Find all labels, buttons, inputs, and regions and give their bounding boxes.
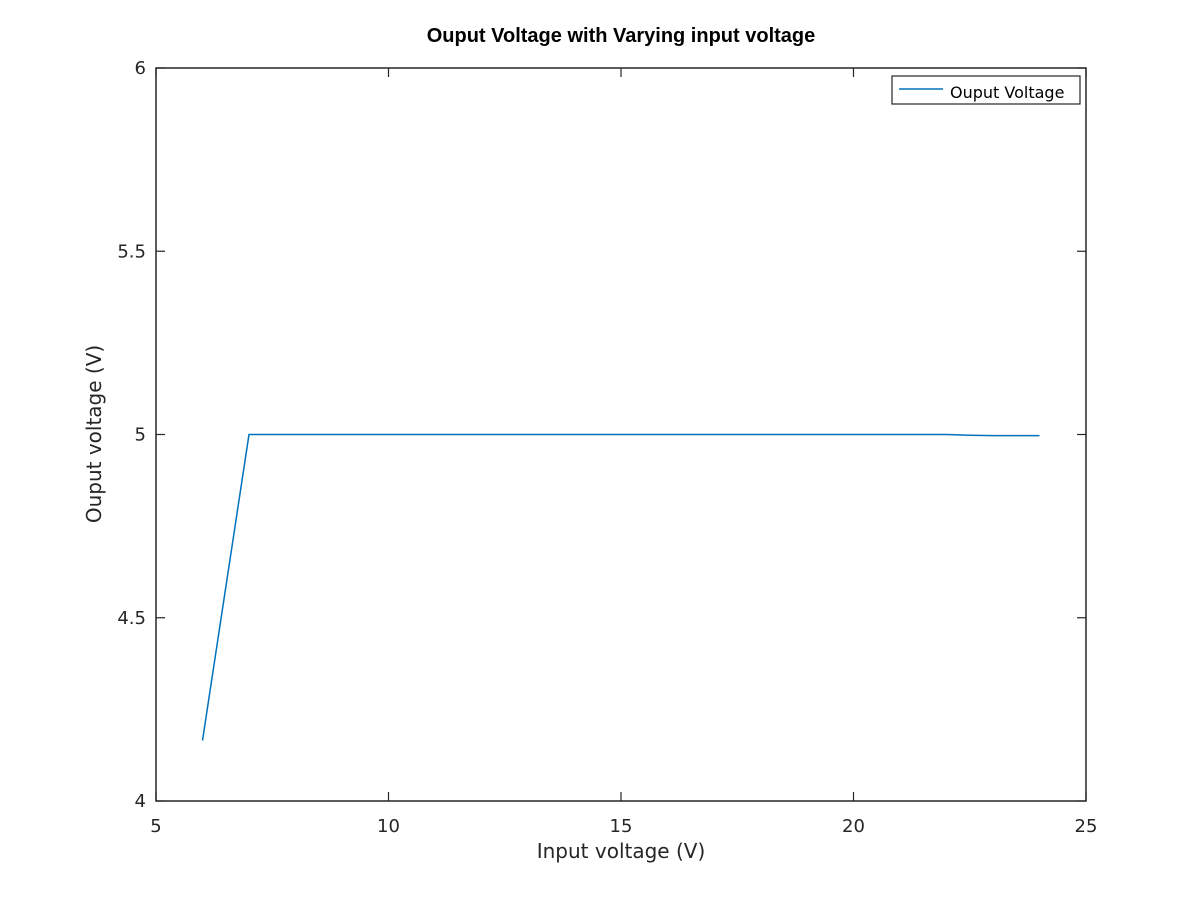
x-axis-label: Input voltage (V) — [537, 839, 706, 863]
y-tick-label: 5 — [135, 425, 146, 446]
legend-entry-label: Ouput Voltage — [950, 83, 1064, 102]
y-tick-label: 4 — [135, 791, 146, 812]
x-tick-label: 25 — [1075, 816, 1098, 837]
series-layer — [201, 433, 1040, 741]
y-tick-label: 6 — [135, 58, 146, 79]
legend-box — [891, 75, 1081, 105]
legend: Ouput Voltage — [891, 75, 1081, 105]
x-tick-label: 15 — [610, 816, 633, 837]
y-tick-label: 5.5 — [117, 241, 146, 262]
y-axis-ticks: 4 4.5 5 5.5 6 — [117, 58, 1086, 812]
chart-title: Ouput Voltage with Varying input voltage — [427, 25, 816, 47]
series-line-ouput-voltage — [201, 433, 1040, 741]
x-tick-label: 20 — [842, 816, 865, 837]
x-axis-ticks: 5 10 15 20 25 — [150, 68, 1097, 837]
y-tick-label: 4.5 — [117, 608, 146, 629]
x-tick-label: 10 — [377, 816, 400, 837]
y-axis-label: Ouput voltage (V) — [82, 345, 106, 523]
x-tick-label: 5 — [150, 816, 161, 837]
